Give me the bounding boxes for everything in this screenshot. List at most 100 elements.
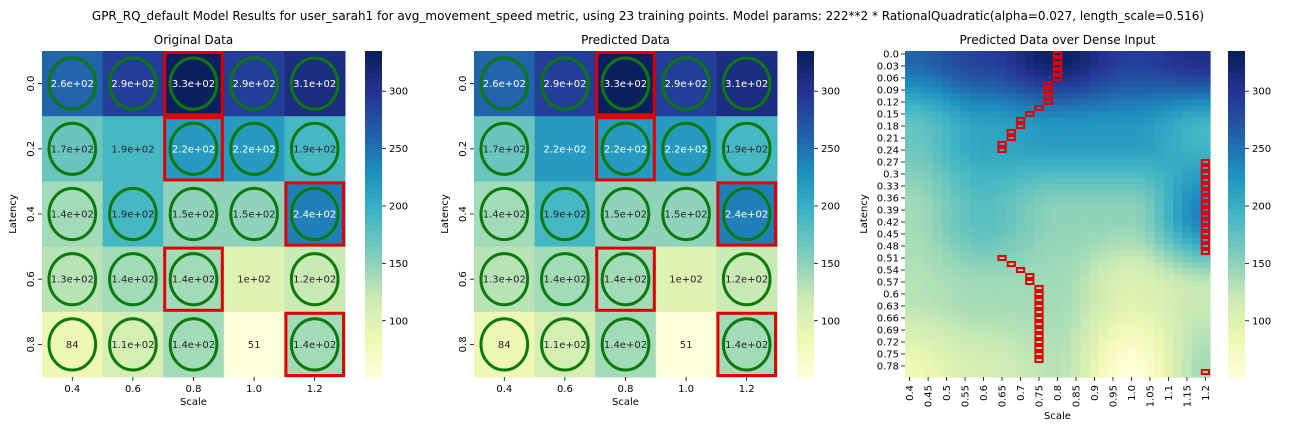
dense-cell — [1173, 232, 1183, 239]
dense-cell — [1071, 220, 1082, 227]
dense-cell — [941, 334, 952, 342]
dense-cell — [1071, 364, 1082, 372]
highlight-box — [163, 51, 224, 117]
colorbar-tick-label: 150 — [821, 259, 840, 270]
dense-cell — [1015, 346, 1026, 354]
colorbar-tick-label: 200 — [821, 201, 840, 212]
colorbar-segment — [365, 322, 382, 329]
dense-cell — [932, 364, 943, 372]
dense-cell — [969, 328, 980, 336]
dense-cell — [978, 117, 989, 125]
colorbar-segment — [797, 257, 814, 264]
dense-cell — [1025, 135, 1035, 143]
dense-cell — [1191, 226, 1202, 233]
dense-cell — [1173, 87, 1183, 94]
y-axis-label: Latency — [440, 194, 451, 234]
dense-cell — [951, 256, 962, 263]
dense-cell — [1163, 256, 1174, 263]
colorbar-segment — [797, 154, 814, 161]
dense-cell — [1126, 51, 1137, 58]
dense-cell — [1154, 165, 1165, 173]
dense-cell — [914, 310, 925, 318]
dense-cell — [1191, 280, 1202, 288]
dense-cell — [969, 51, 980, 58]
dense-cell — [932, 238, 943, 245]
dense-cell — [1145, 201, 1156, 209]
x-tick-label: 0.7 — [1016, 385, 1027, 401]
dense-cell — [1025, 201, 1035, 209]
dense-cell — [978, 298, 989, 306]
dense-cell — [1191, 304, 1202, 312]
dense-cell — [1099, 328, 1109, 336]
colorbar-segment — [365, 300, 382, 307]
dense-cell — [1025, 105, 1035, 112]
dense-cell — [1071, 141, 1082, 149]
dense-cell — [932, 352, 943, 360]
dense-cell — [960, 135, 971, 143]
cell-value-label: 1e+02 — [669, 275, 703, 286]
dense-cell — [960, 105, 971, 112]
dense-cell — [1126, 322, 1137, 330]
panel-title: Original Data — [154, 33, 233, 47]
dense-cell — [1006, 93, 1017, 100]
highlight-box — [1200, 158, 1211, 166]
dense-cell — [1089, 183, 1100, 191]
dense-cell — [960, 232, 971, 239]
dense-cell — [1173, 286, 1183, 294]
dense-cell — [1200, 346, 1211, 354]
dense-cell — [1163, 135, 1174, 143]
dense-cell — [1025, 147, 1035, 155]
cell-value-label: 1.4e+02 — [293, 340, 336, 351]
dense-cell — [997, 334, 1008, 342]
dense-cell — [969, 310, 980, 318]
dense-cell — [1108, 123, 1119, 131]
dense-cell — [1163, 328, 1174, 336]
dense-cell — [960, 111, 971, 119]
dense-cell — [1182, 220, 1193, 227]
y-tick-label: 0.48 — [877, 241, 899, 252]
dense-cell — [1154, 153, 1165, 161]
colorbar-segment — [1228, 143, 1245, 150]
dense-cell — [1163, 292, 1174, 300]
dense-cell — [1043, 159, 1054, 167]
dense-cell — [1052, 256, 1063, 263]
dense-cell — [1015, 159, 1026, 167]
dense-cell — [1015, 63, 1026, 70]
dense-cell — [1145, 250, 1156, 257]
dense-cell — [1163, 268, 1174, 275]
x-tick-label: 0.6 — [979, 385, 990, 401]
heatmap-cell — [534, 51, 596, 117]
dense-cell — [1025, 352, 1035, 360]
dense-cell — [1126, 244, 1137, 251]
dense-cell — [1145, 298, 1156, 306]
dense-cell — [1145, 244, 1156, 251]
y-tick-label: 0.0 — [883, 50, 899, 61]
dense-cell — [1163, 147, 1174, 155]
dense-cell — [1062, 322, 1072, 330]
colorbar-segment — [797, 83, 814, 90]
dense-cell — [1052, 117, 1063, 125]
dense-cell — [1015, 370, 1026, 378]
dense-cell — [978, 177, 989, 185]
dense-cell — [1108, 99, 1119, 106]
dense-cell — [1006, 220, 1017, 227]
dense-cell — [1182, 340, 1193, 348]
dense-cell — [1126, 286, 1137, 294]
dense-cell — [1145, 51, 1156, 58]
colorbar-segment — [797, 121, 814, 128]
dense-cell — [1117, 135, 1128, 143]
y-tick-label: 0.33 — [877, 182, 899, 193]
dense-cell — [1154, 226, 1165, 233]
dense-cell — [1173, 328, 1183, 336]
dense-cell — [932, 123, 943, 131]
dense-cell — [988, 177, 999, 185]
colorbar-segment — [797, 127, 814, 134]
dense-cell — [1043, 87, 1054, 94]
dense-cell — [1034, 141, 1045, 149]
heatmap-cell — [163, 246, 225, 313]
dense-cell — [1108, 328, 1119, 336]
dense-cell — [1071, 147, 1082, 155]
training-point-circle — [289, 317, 340, 372]
dense-cell — [1099, 214, 1109, 221]
x-tick-label: 0.4 — [496, 384, 512, 395]
